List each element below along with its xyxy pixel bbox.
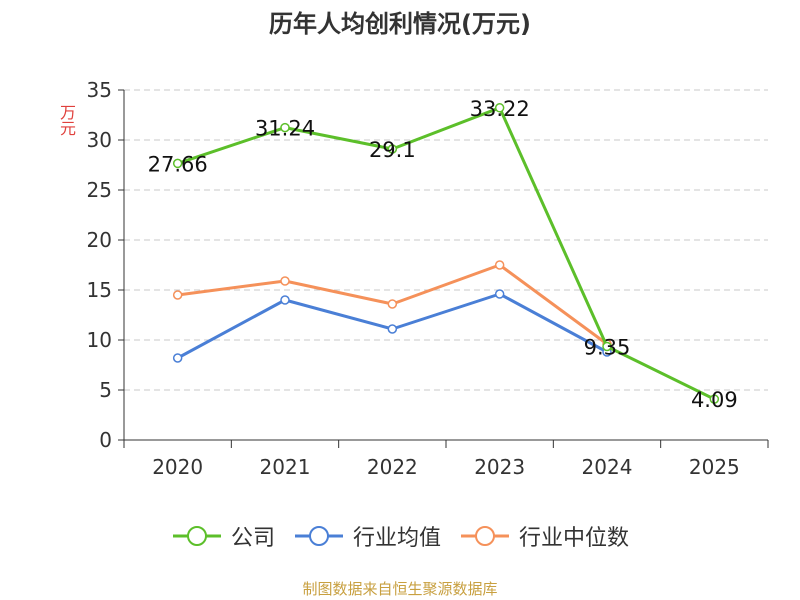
- series-lines: [172, 103, 720, 404]
- data-label: 9.35: [584, 336, 631, 360]
- legend-item[interactable]: 公司: [171, 520, 275, 552]
- legend-marker-icon: [461, 526, 509, 546]
- legend-item[interactable]: 行业中位数: [459, 520, 629, 552]
- data-point: [280, 276, 290, 286]
- data-point: [602, 341, 612, 352]
- series-line-0: [177, 106, 715, 401]
- x-tick-label: 2025: [689, 455, 740, 479]
- data-point: [387, 299, 398, 309]
- y-tick-label: 20: [87, 228, 112, 252]
- data-label: 33.22: [470, 97, 530, 121]
- data-point: [172, 353, 183, 363]
- y-tick-label: 25: [87, 178, 112, 202]
- data-point: [172, 290, 183, 300]
- data-point: [172, 158, 183, 169]
- data-point: [709, 394, 720, 404]
- data-point: [387, 324, 398, 334]
- y-axis-unit-label: 万元: [57, 104, 76, 136]
- source-note: 制图数据来自恒生聚源数据库: [302, 580, 498, 598]
- x-tick-label: 2022: [367, 455, 418, 479]
- data-labels: 27.66 31.24 29.1 33.22 9.35 4.09: [148, 97, 738, 412]
- grid-lines: [124, 89, 768, 391]
- legend-label: 行业中位数: [519, 526, 630, 551]
- y-tick-label: 30: [87, 128, 112, 152]
- x-tick-label: 2024: [582, 455, 633, 479]
- legend-label: 公司: [230, 526, 275, 551]
- data-point: [494, 103, 505, 113]
- y-tick-label: 35: [87, 78, 112, 102]
- data-point: [494, 260, 505, 270]
- data-label: 31.24: [255, 117, 315, 141]
- x-tick-label: 2021: [260, 455, 311, 479]
- y-tick-label: 10: [87, 328, 112, 352]
- data-point: [387, 144, 398, 154]
- data-point: [494, 289, 505, 299]
- chart-title: 历年人均创利情况(万元): [269, 10, 531, 38]
- data-label: 4.09: [691, 388, 738, 412]
- data-point: [280, 122, 290, 133]
- data-label: 27.66: [148, 152, 208, 176]
- legend-label: 行业均值: [352, 526, 441, 551]
- legend-marker-icon: [294, 526, 343, 546]
- x-tick-label: 2023: [474, 455, 525, 479]
- y-tick-label: 0: [99, 428, 112, 452]
- legend: 公司 行业均值 行业中位数: [0, 520, 800, 552]
- data-label: 29.1: [369, 138, 416, 162]
- legend-item[interactable]: 行业均值: [293, 520, 441, 552]
- y-tick-label: 5: [99, 378, 112, 402]
- x-tick-label: 2020: [152, 455, 203, 479]
- legend-marker-icon: [172, 526, 221, 546]
- y-tick-label: 15: [87, 278, 112, 302]
- data-point: [280, 295, 290, 305]
